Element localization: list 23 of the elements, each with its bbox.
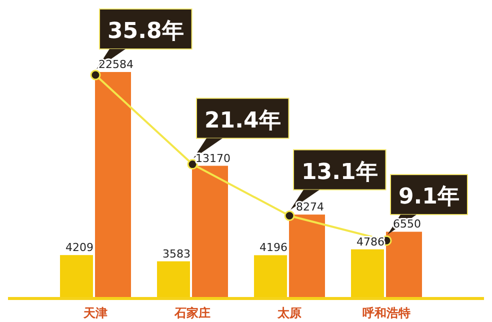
x-tick-label: 石家庄 — [174, 306, 210, 320]
data-label: 9.1年 — [398, 184, 460, 210]
bar — [157, 261, 190, 297]
bar — [60, 255, 93, 297]
bar — [192, 166, 228, 297]
x-tick-label: 太原 — [276, 306, 302, 320]
data-label: 3583 — [162, 247, 190, 260]
point — [187, 159, 198, 170]
bar — [351, 249, 384, 297]
data-label: 13170 — [196, 152, 230, 165]
data-label: 21.4年 — [204, 108, 281, 134]
point — [90, 70, 101, 80]
data-label: 35.8年 — [108, 19, 184, 44]
bar — [254, 255, 287, 297]
data-label: 13.1年 — [302, 160, 378, 185]
data-label: 8274 — [296, 200, 324, 214]
data-label: 4196 — [260, 241, 288, 254]
x-tick-label: 天津 — [82, 306, 108, 320]
bar — [95, 72, 131, 297]
x-tick-label: 呼和浩特 — [362, 306, 410, 320]
bar — [289, 214, 325, 297]
point — [284, 210, 295, 222]
data-label: 4209 — [66, 241, 94, 254]
